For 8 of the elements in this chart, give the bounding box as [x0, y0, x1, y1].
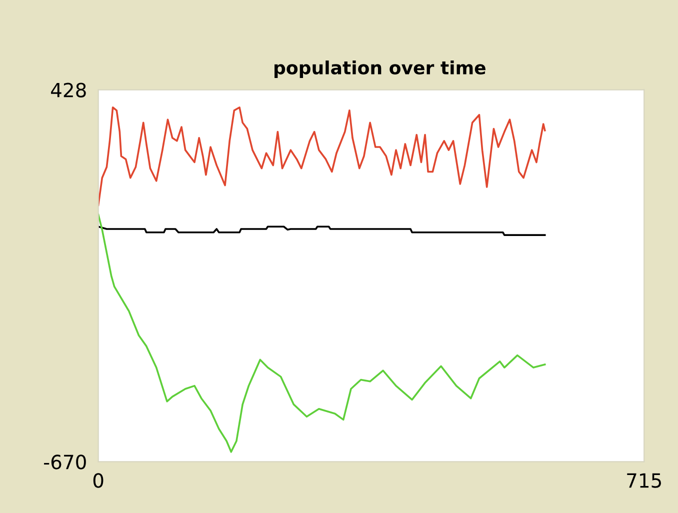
line-series	[98, 226, 546, 236]
x-tick-label: 0	[93, 473, 104, 488]
x-tick-label: 715	[627, 473, 661, 488]
y-tick-label: 428	[51, 82, 86, 98]
line-series	[98, 214, 546, 453]
y-tick-label: -670	[44, 454, 86, 470]
chart-title: population over time	[274, 60, 486, 78]
line-series	[98, 106, 546, 206]
